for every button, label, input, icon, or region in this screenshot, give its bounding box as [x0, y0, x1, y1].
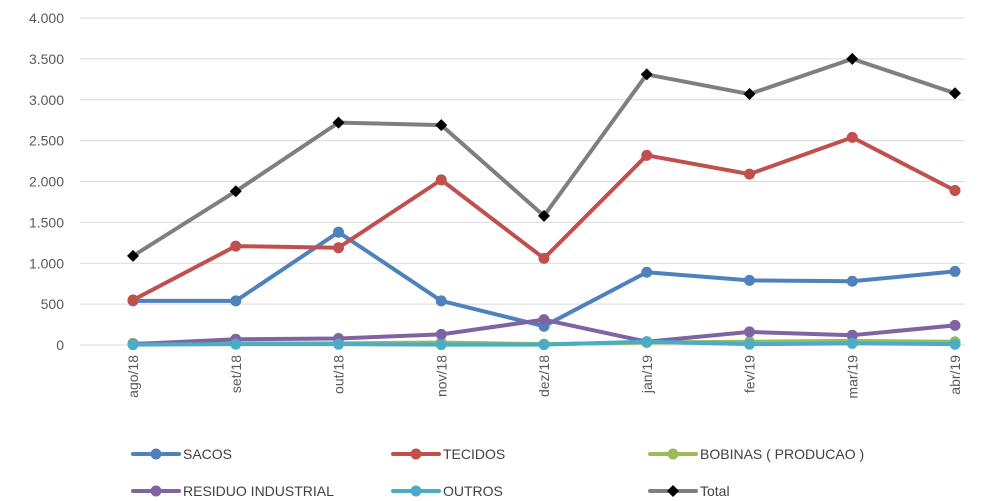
data-point: [127, 339, 139, 351]
legend-swatch-marker: [667, 485, 679, 497]
legend-swatch-marker: [410, 485, 422, 497]
data-point: [538, 209, 550, 222]
legend-item-residuo-industrial: RESIDUO INDUSTRIAL: [131, 483, 334, 499]
y-tick-label: 2.000: [29, 174, 64, 190]
x-tick-label: ago/18: [125, 355, 141, 398]
y-tick-label: 3.000: [29, 92, 64, 108]
data-point: [435, 339, 447, 351]
x-tick-label: out/18: [331, 355, 347, 394]
legend-item-bobinas-producao: BOBINAS ( PRODUCAO ): [648, 446, 864, 462]
data-point: [846, 275, 858, 287]
data-point: [538, 314, 550, 326]
data-point: [333, 226, 344, 238]
data-point: [846, 337, 858, 349]
data-point: [435, 295, 447, 307]
data-point: [744, 274, 755, 286]
data-point: [538, 252, 550, 264]
grid-lines: [80, 17, 965, 305]
data-point: [743, 88, 756, 101]
y-tick-label: 3.500: [29, 51, 64, 67]
data-point: [846, 329, 858, 341]
data-point: [640, 68, 653, 81]
legend-swatch-marker: [150, 485, 162, 497]
data-point: [333, 242, 344, 254]
data-point: [435, 119, 448, 132]
x-tick-label: mar/19: [844, 355, 860, 399]
legend: SACOS TECIDOS BOBINAS ( PRODUCAO ) RESIDUO …: [131, 446, 864, 499]
legend-item-sacos: SACOS: [131, 446, 232, 462]
data-point: [949, 87, 961, 100]
data-point: [230, 295, 242, 307]
y-tick-label: 0: [56, 337, 64, 353]
legend-label: SACOS: [183, 446, 232, 462]
series-tecidos: [127, 131, 961, 306]
x-tick-label: jan/19: [639, 355, 655, 394]
x-tick-label: abr/19: [947, 355, 963, 395]
data-point: [641, 266, 653, 278]
legend-label: RESIDUO INDUSTRIAL: [183, 483, 334, 499]
legend-label: Total: [700, 483, 730, 499]
data-point: [846, 131, 858, 143]
data-point: [435, 328, 447, 340]
series-total: [127, 52, 961, 262]
data-point: [949, 265, 961, 277]
data-point: [229, 185, 242, 198]
legend-label: OUTROS: [443, 483, 503, 499]
y-tick-label: 4.000: [29, 10, 64, 26]
x-tick-label: fev/19: [742, 355, 758, 393]
data-point: [333, 338, 344, 350]
legend-swatch-marker: [410, 448, 422, 460]
y-tick-label: 500: [41, 296, 65, 312]
y-tick-label: 2.500: [29, 133, 64, 149]
legend-item-total: Total: [648, 483, 730, 499]
y-tick-label: 1.500: [29, 214, 64, 230]
legend-item-tecidos: TECIDOS: [391, 446, 505, 462]
series-sacos: [127, 226, 961, 332]
data-point: [744, 326, 755, 338]
x-tick-label: nov/18: [433, 355, 449, 397]
data-point: [127, 249, 139, 262]
data-point: [949, 338, 961, 350]
data-point: [230, 338, 242, 350]
x-axis: ago/18 set/18 out/18 nov/18 dez/18 jan/19 fev/…: [80, 344, 965, 399]
data-point: [435, 174, 447, 186]
y-axis: 0 500 1.000 1.500 2.000 2.500 3.000 3.500 4.000: [29, 10, 64, 353]
legend-swatch-marker: [667, 448, 679, 460]
series-line: [131, 56, 957, 258]
data-point: [230, 240, 242, 252]
data-point: [641, 336, 653, 348]
data-point: [332, 116, 345, 129]
data-point: [538, 339, 550, 351]
legend-swatch-marker: [150, 448, 162, 460]
y-tick-label: 1.000: [29, 255, 64, 271]
data-point: [127, 294, 139, 306]
x-tick-label: dez/18: [536, 355, 552, 397]
data-point: [846, 52, 859, 65]
x-tick-label: set/18: [228, 355, 244, 393]
data-point: [744, 168, 755, 180]
legend-label: TECIDOS: [443, 446, 505, 462]
series-outros: [127, 336, 961, 351]
data-point: [641, 149, 653, 161]
data-point: [949, 319, 961, 331]
series-lines: [127, 52, 961, 351]
data-point: [949, 184, 961, 196]
data-point: [744, 338, 755, 350]
legend-item-outros: OUTROS: [391, 483, 503, 499]
legend-label: BOBINAS ( PRODUCAO ): [700, 446, 864, 462]
